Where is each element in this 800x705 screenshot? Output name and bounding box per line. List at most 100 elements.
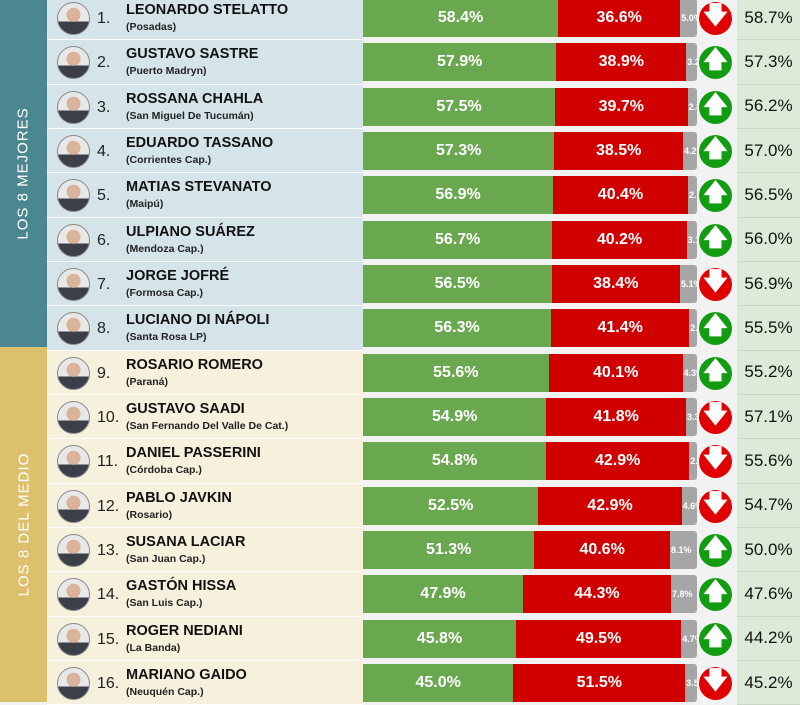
neutral-segment: 5.0% (680, 0, 697, 37)
positive-segment: 56.5% (363, 264, 552, 303)
rank: 16. (97, 674, 120, 692)
approval-bar: 51.3% 40.6% 8.1% (363, 530, 697, 569)
arrow-down-icon: 🡇 (699, 666, 732, 700)
neutral-segment: 2.8% (687, 87, 697, 126)
approval-bar: 57.5% 39.7% 2.8% (363, 87, 697, 126)
positive-segment: 54.8% (363, 442, 547, 481)
negative-segment: 38.9% (556, 43, 687, 82)
rank: 5. (97, 187, 111, 205)
avatar (57, 312, 90, 346)
arrow-up-icon: 🡅 (699, 312, 732, 346)
previous-value: 57.0% (737, 128, 800, 174)
city: (Corrientes Cap.) (126, 153, 212, 166)
neutral-segment: 3.1% (686, 220, 697, 259)
rank: 3. (97, 98, 111, 116)
mayor-info: 13. SUSANA LACIAR (San Juan Cap.) (47, 527, 363, 573)
positive-segment: 57.3% (363, 131, 555, 170)
negative-segment: 49.5% (515, 619, 682, 658)
ranking-row: 3. ROSSANA CHAHLA (San Miguel De Tucumán… (47, 84, 800, 129)
arrow-down-icon: 🡇 (699, 445, 732, 479)
mayor-name: DANIEL PASSERINI (126, 445, 261, 462)
ranking-row: 1. LEONARDO STELATTO (Posadas) 58.4% 36.… (47, 0, 800, 41)
previous-value: 58.7% (737, 0, 800, 41)
city: (Rosario) (126, 508, 173, 521)
arrow-up-icon: 🡅 (699, 356, 732, 390)
rank: 9. (97, 364, 111, 382)
approval-bar: 56.7% 40.2% 3.1% (363, 220, 697, 259)
neutral-segment: 4.2% (682, 131, 697, 170)
city: (Córdoba Cap.) (126, 464, 202, 477)
group-label-text: LOS 8 DEL MEDIO (15, 452, 32, 597)
approval-bar: 58.4% 36.6% 5.0% (363, 0, 697, 37)
positive-segment: 52.5% (363, 486, 539, 525)
approval-bar: 56.3% 41.4% 2.3% (363, 309, 697, 348)
ranking-row: 16. MARIANO GAIDO (Neuquén Cap.) 45.0% 5… (47, 660, 800, 705)
positive-segment: 45.0% (363, 663, 514, 702)
negative-segment: 42.9% (546, 442, 690, 481)
arrow-down-icon: 🡇 (699, 400, 732, 434)
previous-value: 56.5% (737, 173, 800, 218)
mayor-name: GUSTAVO SAADI (126, 400, 245, 417)
positive-segment: 56.7% (363, 220, 553, 259)
negative-segment: 40.1% (548, 353, 683, 392)
city: (Paraná) (126, 375, 169, 388)
neutral-segment: 2.7% (687, 176, 697, 215)
city: (San Luis Cap.) (126, 597, 203, 610)
negative-segment: 36.6% (558, 0, 681, 37)
previous-value: 54.7% (737, 483, 800, 528)
neutral-segment: 3.3% (685, 397, 697, 436)
negative-segment: 39.7% (555, 87, 688, 126)
negative-segment: 41.8% (546, 397, 686, 436)
negative-segment: 40.6% (534, 530, 670, 569)
rank: 13. (97, 541, 120, 559)
mayor-info: 1. LEONARDO STELATTO (Posadas) (47, 0, 363, 41)
arrow-down-icon: 🡇 (699, 267, 732, 301)
previous-value: 56.0% (737, 217, 800, 262)
rank: 14. (97, 586, 120, 604)
mayor-info: 9. ROSARIO ROMERO (Paraná) (47, 350, 363, 395)
rank: 12. (97, 497, 120, 515)
negative-segment: 40.4% (553, 176, 688, 215)
ranking-row: 15. ROGER NEDIANI (La Banda) 45.8% 49.5%… (47, 616, 800, 661)
mayor-name: GUSTAVO SASTRE (126, 46, 259, 63)
mayor-name: LUCIANO DI NÁPOLI (126, 312, 270, 329)
arrow-up-icon: 🡅 (699, 134, 732, 168)
mayor-info: 6. ULPIANO SUÁREZ (Mendoza Cap.) (47, 217, 363, 262)
previous-value: 55.2% (737, 350, 800, 395)
positive-segment: 58.4% (363, 0, 559, 37)
approval-bar: 45.8% 49.5% 4.7% (363, 619, 697, 658)
rank: 2. (97, 54, 111, 72)
previous-value: 55.5% (737, 306, 800, 351)
positive-segment: 57.9% (363, 43, 557, 82)
rank: 15. (97, 630, 120, 648)
neutral-segment: 4.6% (681, 486, 697, 525)
avatar (57, 90, 90, 124)
avatar (57, 179, 90, 213)
neutral-segment: 4.3% (682, 353, 697, 392)
neutral-segment: 3.5% (685, 663, 697, 702)
mayor-info: 10. GUSTAVO SAADI (San Fernando Del Vall… (47, 394, 363, 440)
arrow-up-icon: 🡅 (699, 223, 732, 257)
approval-bar: 57.3% 38.5% 4.2% (363, 131, 697, 170)
mayor-info: 14. GASTÓN HISSA (San Luis Cap.) (47, 572, 363, 617)
ranking-row: 4. EDUARDO TASSANO (Corrientes Cap.) 57.… (47, 128, 800, 174)
city: (Posadas) (126, 21, 177, 33)
avatar (57, 267, 90, 301)
arrow-up-icon: 🡅 (699, 622, 732, 656)
positive-segment: 56.9% (363, 176, 554, 215)
group-label-text: LOS 8 MEJORES (15, 107, 33, 240)
mayor-name: ULPIANO SUÁREZ (126, 223, 255, 240)
mayor-info: 5. MATIAS STEVANATO (Maipú) (47, 173, 363, 218)
negative-segment: 51.5% (513, 663, 686, 702)
city: (Puerto Madryn) (126, 65, 207, 78)
ranking-row: 13. SUSANA LACIAR (San Juan Cap.) 51.3% … (47, 527, 800, 573)
ranking-row: 10. GUSTAVO SAADI (San Fernando Del Vall… (47, 394, 800, 440)
mayor-name: ROSSANA CHAHLA (126, 90, 264, 107)
mayor-info: 4. EDUARDO TASSANO (Corrientes Cap.) (47, 128, 363, 174)
neutral-segment: 5.1% (679, 264, 697, 303)
positive-segment: 55.6% (363, 353, 549, 392)
mayor-name: GASTÓN HISSA (126, 578, 237, 595)
arrow-up-icon: 🡅 (699, 46, 732, 80)
avatar (57, 356, 90, 390)
positive-segment: 57.5% (363, 87, 556, 126)
